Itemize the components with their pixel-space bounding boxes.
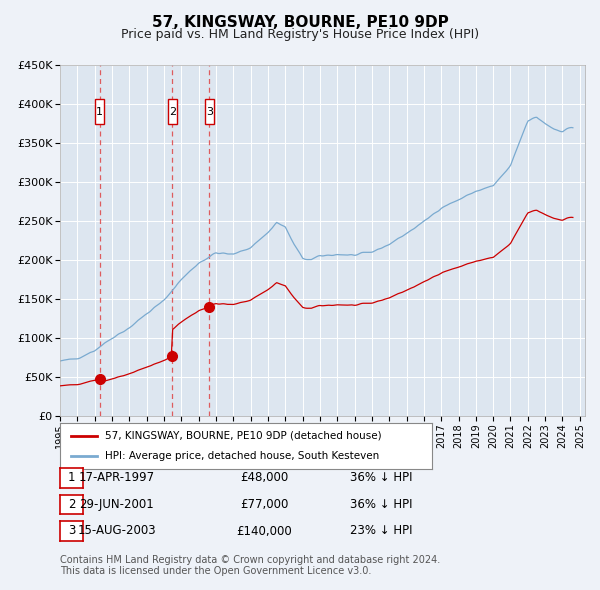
Text: Contains HM Land Registry data © Crown copyright and database right 2024.
This d: Contains HM Land Registry data © Crown c… bbox=[60, 555, 440, 576]
Text: £140,000: £140,000 bbox=[236, 525, 292, 537]
57, KINGSWAY, BOURNE, PE10 9DP (detached house) bbox=[539, 209, 546, 217]
Text: 57, KINGSWAY, BOURNE, PE10 9DP (detached house): 57, KINGSWAY, BOURNE, PE10 9DP (detached… bbox=[104, 431, 381, 441]
FancyBboxPatch shape bbox=[205, 99, 214, 124]
57, KINGSWAY, BOURNE, PE10 9DP (detached house) bbox=[380, 296, 387, 303]
Text: 29-JUN-2001: 29-JUN-2001 bbox=[80, 498, 154, 511]
HPI: Average price, detached house, South Kesteven: (2.02e+03, 2.37e+05): Average price, detached house, South Kes… bbox=[406, 228, 413, 235]
57, KINGSWAY, BOURNE, PE10 9DP (detached house) bbox=[245, 297, 253, 304]
Text: 1: 1 bbox=[68, 471, 75, 484]
Text: 15-AUG-2003: 15-AUG-2003 bbox=[77, 525, 157, 537]
Text: 17-APR-1997: 17-APR-1997 bbox=[79, 471, 155, 484]
Text: 3: 3 bbox=[206, 107, 213, 117]
FancyBboxPatch shape bbox=[95, 99, 104, 124]
Text: 57, KINGSWAY, BOURNE, PE10 9DP: 57, KINGSWAY, BOURNE, PE10 9DP bbox=[152, 15, 448, 30]
Text: 1: 1 bbox=[96, 107, 103, 117]
FancyBboxPatch shape bbox=[167, 99, 177, 124]
Text: 23% ↓ HPI: 23% ↓ HPI bbox=[350, 525, 412, 537]
HPI: Average price, detached house, South Kesteven: (2.02e+03, 3.77e+05): Average price, detached house, South Kes… bbox=[539, 118, 546, 125]
Text: £48,000: £48,000 bbox=[240, 471, 288, 484]
HPI: Average price, detached house, South Kesteven: (2.01e+03, 2.15e+05): Average price, detached house, South Kes… bbox=[245, 245, 253, 252]
57, KINGSWAY, BOURNE, PE10 9DP (detached house) bbox=[533, 206, 541, 214]
57, KINGSWAY, BOURNE, PE10 9DP (detached house) bbox=[56, 382, 64, 389]
Text: 3: 3 bbox=[68, 525, 75, 537]
HPI: Average price, detached house, South Kesteven: (2e+03, 8.2e+04): Average price, detached house, South Kes… bbox=[88, 349, 95, 356]
HPI: Average price, detached house, South Kesteven: (2.02e+03, 3.83e+05): Average price, detached house, South Kes… bbox=[533, 114, 541, 121]
Text: 36% ↓ HPI: 36% ↓ HPI bbox=[350, 498, 412, 511]
Text: Price paid vs. HM Land Registry's House Price Index (HPI): Price paid vs. HM Land Registry's House … bbox=[121, 28, 479, 41]
Text: 2: 2 bbox=[68, 498, 75, 511]
HPI: Average price, detached house, South Kesteven: (2e+03, 7.04e+04): Average price, detached house, South Kes… bbox=[56, 358, 64, 365]
HPI: Average price, detached house, South Kesteven: (2.02e+03, 3.69e+05): Average price, detached house, South Kes… bbox=[569, 124, 577, 132]
57, KINGSWAY, BOURNE, PE10 9DP (detached house) bbox=[360, 300, 367, 307]
Line: HPI: Average price, detached house, South Kesteven: HPI: Average price, detached house, Sout… bbox=[60, 117, 573, 361]
57, KINGSWAY, BOURNE, PE10 9DP (detached house) bbox=[88, 378, 95, 385]
HPI: Average price, detached house, South Kesteven: (2.01e+03, 2.1e+05): Average price, detached house, South Kes… bbox=[360, 249, 367, 256]
57, KINGSWAY, BOURNE, PE10 9DP (detached house) bbox=[569, 214, 577, 221]
Text: £77,000: £77,000 bbox=[240, 498, 288, 511]
HPI: Average price, detached house, South Kesteven: (2.01e+03, 2.16e+05): Average price, detached house, South Kes… bbox=[380, 244, 387, 251]
Text: HPI: Average price, detached house, South Kesteven: HPI: Average price, detached house, Sout… bbox=[104, 451, 379, 461]
Text: 2: 2 bbox=[169, 107, 176, 117]
Line: 57, KINGSWAY, BOURNE, PE10 9DP (detached house): 57, KINGSWAY, BOURNE, PE10 9DP (detached… bbox=[60, 210, 573, 386]
Text: 36% ↓ HPI: 36% ↓ HPI bbox=[350, 471, 412, 484]
57, KINGSWAY, BOURNE, PE10 9DP (detached house) bbox=[406, 285, 413, 292]
